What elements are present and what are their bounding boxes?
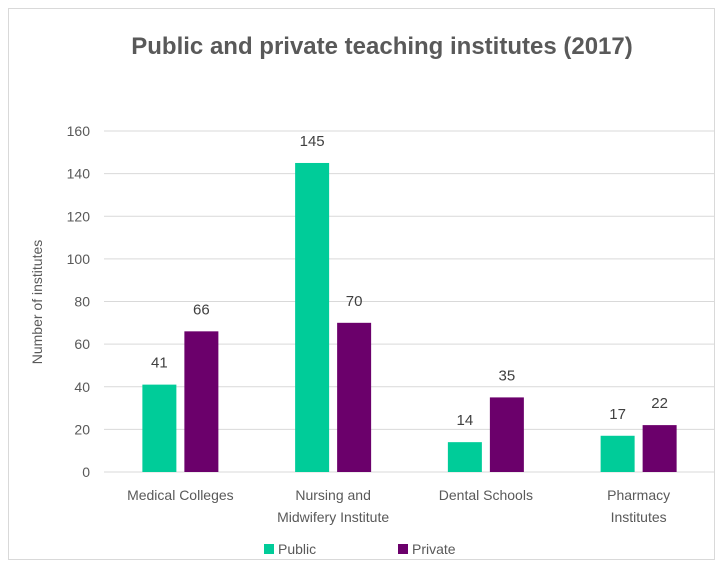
y-tick-label: 60 bbox=[74, 336, 90, 352]
legend-swatch-private bbox=[398, 544, 408, 554]
bar-public-1 bbox=[295, 162, 330, 472]
bar-private-2 bbox=[489, 397, 524, 472]
y-tick-label: 120 bbox=[67, 208, 91, 224]
y-axis-ticks: 0 20 40 60 80 100 120 140 160 bbox=[67, 123, 91, 480]
chart-title: Public and private teaching institutes (… bbox=[131, 33, 632, 60]
y-axis-title: Number of institutes bbox=[29, 240, 45, 365]
bar-public-3 bbox=[600, 435, 635, 472]
y-tick-label: 140 bbox=[67, 166, 91, 182]
x-tick-label: Pharmacy bbox=[607, 487, 670, 503]
bar-public-2 bbox=[447, 442, 482, 472]
data-label: 17 bbox=[609, 406, 626, 423]
x-tick-label: Medical Colleges bbox=[127, 487, 234, 503]
x-tick-label: Institutes bbox=[611, 509, 667, 525]
y-tick-label: 20 bbox=[74, 421, 90, 437]
legend-label-private: Private bbox=[412, 541, 456, 557]
data-labels: 41 66 145 70 14 35 17 22 bbox=[151, 133, 668, 429]
legend: Public Private bbox=[264, 541, 456, 557]
data-label: 35 bbox=[499, 367, 516, 384]
bars bbox=[142, 162, 677, 472]
data-label: 66 bbox=[193, 301, 210, 318]
data-label: 70 bbox=[346, 293, 363, 310]
data-label: 14 bbox=[457, 412, 474, 429]
bar-private-0 bbox=[184, 331, 219, 472]
bar-public-0 bbox=[142, 384, 177, 472]
x-tick-label: Nursing and bbox=[295, 487, 371, 503]
data-label: 145 bbox=[300, 133, 325, 150]
data-label: 22 bbox=[651, 395, 668, 412]
x-axis-ticks: Medical Colleges Nursing and Midwifery Ins… bbox=[127, 487, 670, 525]
y-tick-label: 160 bbox=[67, 123, 91, 139]
y-tick-label: 0 bbox=[82, 464, 90, 480]
bar-private-1 bbox=[337, 322, 372, 472]
y-tick-label: 40 bbox=[74, 379, 90, 395]
data-label: 41 bbox=[151, 355, 168, 372]
y-tick-label: 100 bbox=[67, 251, 91, 267]
legend-swatch-public bbox=[264, 544, 274, 554]
y-tick-label: 80 bbox=[74, 294, 90, 310]
x-tick-label: Dental Schools bbox=[439, 487, 533, 503]
legend-label-public: Public bbox=[278, 541, 316, 557]
bar-private-3 bbox=[642, 425, 677, 472]
x-tick-label: Midwifery Institute bbox=[277, 509, 389, 525]
